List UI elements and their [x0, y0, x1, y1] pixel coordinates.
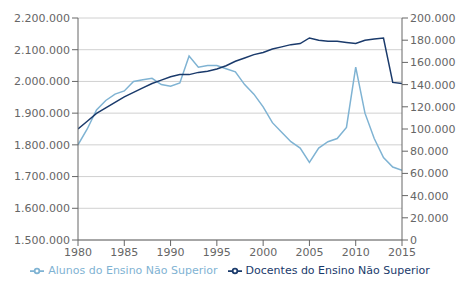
- html-text:Docentes do Ensino Não Superio: Docentes do Ensino Não Superior: [245, 264, 430, 277]
- svg-text:1990: 1990: [157, 246, 185, 259]
- svg-text:2010: 2010: [342, 246, 370, 259]
- svg-text:1.500.000: 1.500.000: [14, 234, 70, 247]
- svg-text:160.000: 160.000: [410, 56, 456, 69]
- svg-text:80.000: 80.000: [410, 145, 449, 158]
- svg-text:2000: 2000: [249, 246, 277, 259]
- svg-text:140.000: 140.000: [410, 79, 456, 92]
- svg-text:200.000: 200.000: [410, 12, 456, 25]
- svg-text:2.200.000: 2.200.000: [14, 12, 70, 25]
- svg-text:1.900.000: 1.900.000: [14, 107, 70, 120]
- svg-text:2.100.000: 2.100.000: [14, 44, 70, 57]
- svg-text:1.800.000: 1.800.000: [14, 139, 70, 152]
- svg-text:2.000.000: 2.000.000: [14, 75, 70, 88]
- svg-text:2005: 2005: [295, 246, 323, 259]
- svg-text:100.000: 100.000: [410, 123, 456, 136]
- svg-text:180.000: 180.000: [410, 34, 456, 47]
- svg-text:1995: 1995: [203, 246, 231, 259]
- svg-text:120.000: 120.000: [410, 101, 456, 114]
- svg-text:1980: 1980: [64, 246, 92, 259]
- svg-text:1.600.000: 1.600.000: [14, 202, 70, 215]
- svg-text:60.000: 60.000: [410, 167, 449, 180]
- svg-text:20.000: 20.000: [410, 212, 449, 225]
- html-text:Alunos do Ensino Não Superior: Alunos do Ensino Não Superior: [48, 264, 218, 277]
- svg-text:0: 0: [410, 234, 417, 247]
- svg-text:1985: 1985: [110, 246, 138, 259]
- svg-text:40.000: 40.000: [410, 190, 449, 203]
- svg-text:2015: 2015: [388, 246, 416, 259]
- svg-text:1.700.000: 1.700.000: [14, 170, 70, 183]
